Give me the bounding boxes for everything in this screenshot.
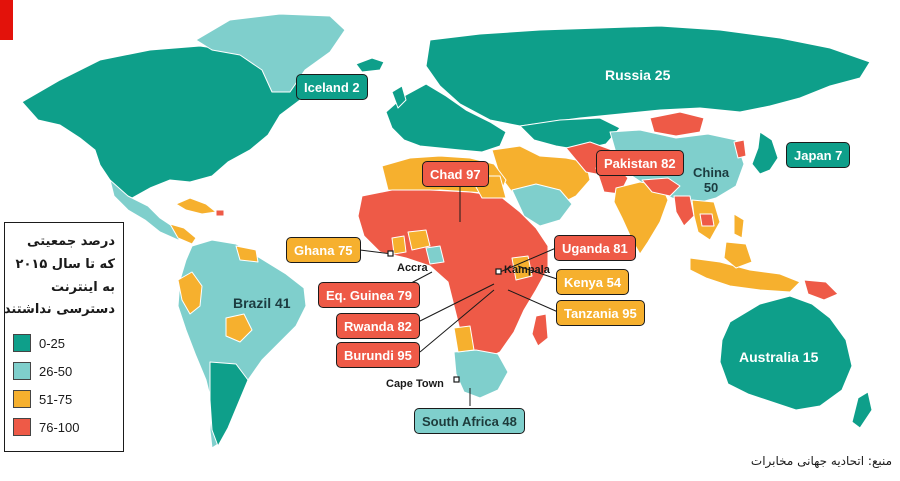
legend-range: 26-50 (39, 363, 73, 379)
legend-item: 0-25 (13, 333, 65, 353)
region-haiti (215, 209, 225, 217)
label-south-africa: South Africa 48 (414, 408, 525, 434)
region-southern-africa (453, 349, 509, 399)
legend-range: 0-25 (39, 335, 66, 351)
city-marker-accra (387, 250, 394, 257)
label-eq-guinea: Eq. Guinea 79 (318, 282, 420, 308)
region-caribbean (175, 197, 217, 215)
region-chile-argentina (209, 361, 249, 447)
region-madagascar (531, 313, 549, 347)
label-chad: Chad 97 (422, 161, 489, 187)
label-brazil: Brazil 41 (233, 295, 291, 311)
legend-swatch (13, 362, 31, 380)
region-iceland (355, 57, 385, 73)
region-png (803, 279, 839, 301)
legend-range: 76-100 (39, 419, 80, 435)
brand-tab (0, 0, 13, 40)
legend: درصد جمعیتی که تا سال ۲۰۱۵ به اینترنت دس… (4, 222, 124, 452)
label-ghana: Ghana 75 (286, 237, 361, 263)
legend-item: 76-100 (13, 417, 79, 437)
region-philippines (733, 213, 745, 239)
label-pakistan: Pakistan 82 (596, 150, 684, 176)
region-bolivia (225, 313, 253, 343)
legend-title-line: که تا سال ۲۰۱۵ (15, 256, 115, 272)
region-indonesia (689, 257, 801, 293)
leader-burundi (419, 289, 495, 353)
label-china: China 50 (693, 165, 730, 195)
region-europe (385, 83, 507, 153)
region-arabia (511, 183, 573, 227)
label-japan: Japan 7 (786, 142, 851, 168)
region-korea (733, 139, 747, 159)
region-cambodia-laos (699, 213, 715, 227)
region-south-america (177, 239, 307, 449)
label-burundi: Burundi 95 (336, 342, 420, 368)
leader-ghana (359, 249, 393, 255)
region-new-zealand (851, 391, 873, 429)
leader-kenya (517, 265, 561, 281)
label-australia: Australia 15 (739, 349, 819, 365)
region-ghana (391, 235, 407, 255)
legend-title-line: دسترسی نداشتند (3, 302, 115, 318)
region-mongolia (649, 111, 705, 137)
region-australia (719, 295, 853, 411)
region-nigeria-orange (407, 229, 431, 251)
legend-swatch (13, 418, 31, 436)
label-russia: Russia 25 (605, 67, 671, 83)
leader-rwanda (417, 283, 495, 323)
region-central-asia (519, 117, 621, 151)
legend-title-line: درصد جمعیتی (27, 234, 115, 249)
region-andes-orange (177, 271, 203, 315)
region-nepal-bangladesh (641, 177, 681, 197)
city-cape-town: Cape Town (386, 378, 444, 390)
label-kenya: Kenya 54 (556, 269, 630, 295)
label-uganda: Uganda 81 (554, 235, 636, 261)
region-japan (751, 131, 779, 175)
city-marker-kampala (495, 268, 502, 275)
label-tanzania: Tanzania 95 (556, 300, 645, 326)
region-central-america (169, 223, 197, 245)
label-rwanda: Rwanda 82 (336, 313, 420, 339)
leader-tanzania (507, 289, 559, 313)
region-gabon (425, 245, 445, 265)
region-myanmar (673, 195, 695, 227)
legend-title-line: به اینترنت (51, 279, 115, 295)
label-iceland: Iceland 2 (296, 74, 368, 100)
city-kampala: Kampala (504, 264, 550, 276)
leader-uganda (499, 247, 557, 273)
legend-range: 51-75 (39, 391, 73, 407)
region-borneo (723, 241, 753, 269)
city-accra: Accra (397, 262, 428, 274)
region-guianas (235, 245, 259, 263)
region-uk (391, 85, 407, 109)
legend-item: 26-50 (13, 361, 72, 381)
legend-title: درصد جمعیتی که تا سال ۲۰۱۵ به اینترنت دس… (3, 223, 123, 322)
legend-item: 51-75 (13, 389, 72, 409)
region-kenya (511, 255, 533, 281)
source-note: منبع: اتحادیه جهانی مخابرات (750, 454, 892, 468)
region-greenland (195, 13, 346, 93)
legend-swatch (13, 390, 31, 408)
city-marker-cape-town (453, 376, 460, 383)
legend-swatch (13, 334, 31, 352)
region-north-america (21, 45, 301, 199)
region-namibia (453, 325, 475, 353)
region-russia (425, 25, 871, 127)
